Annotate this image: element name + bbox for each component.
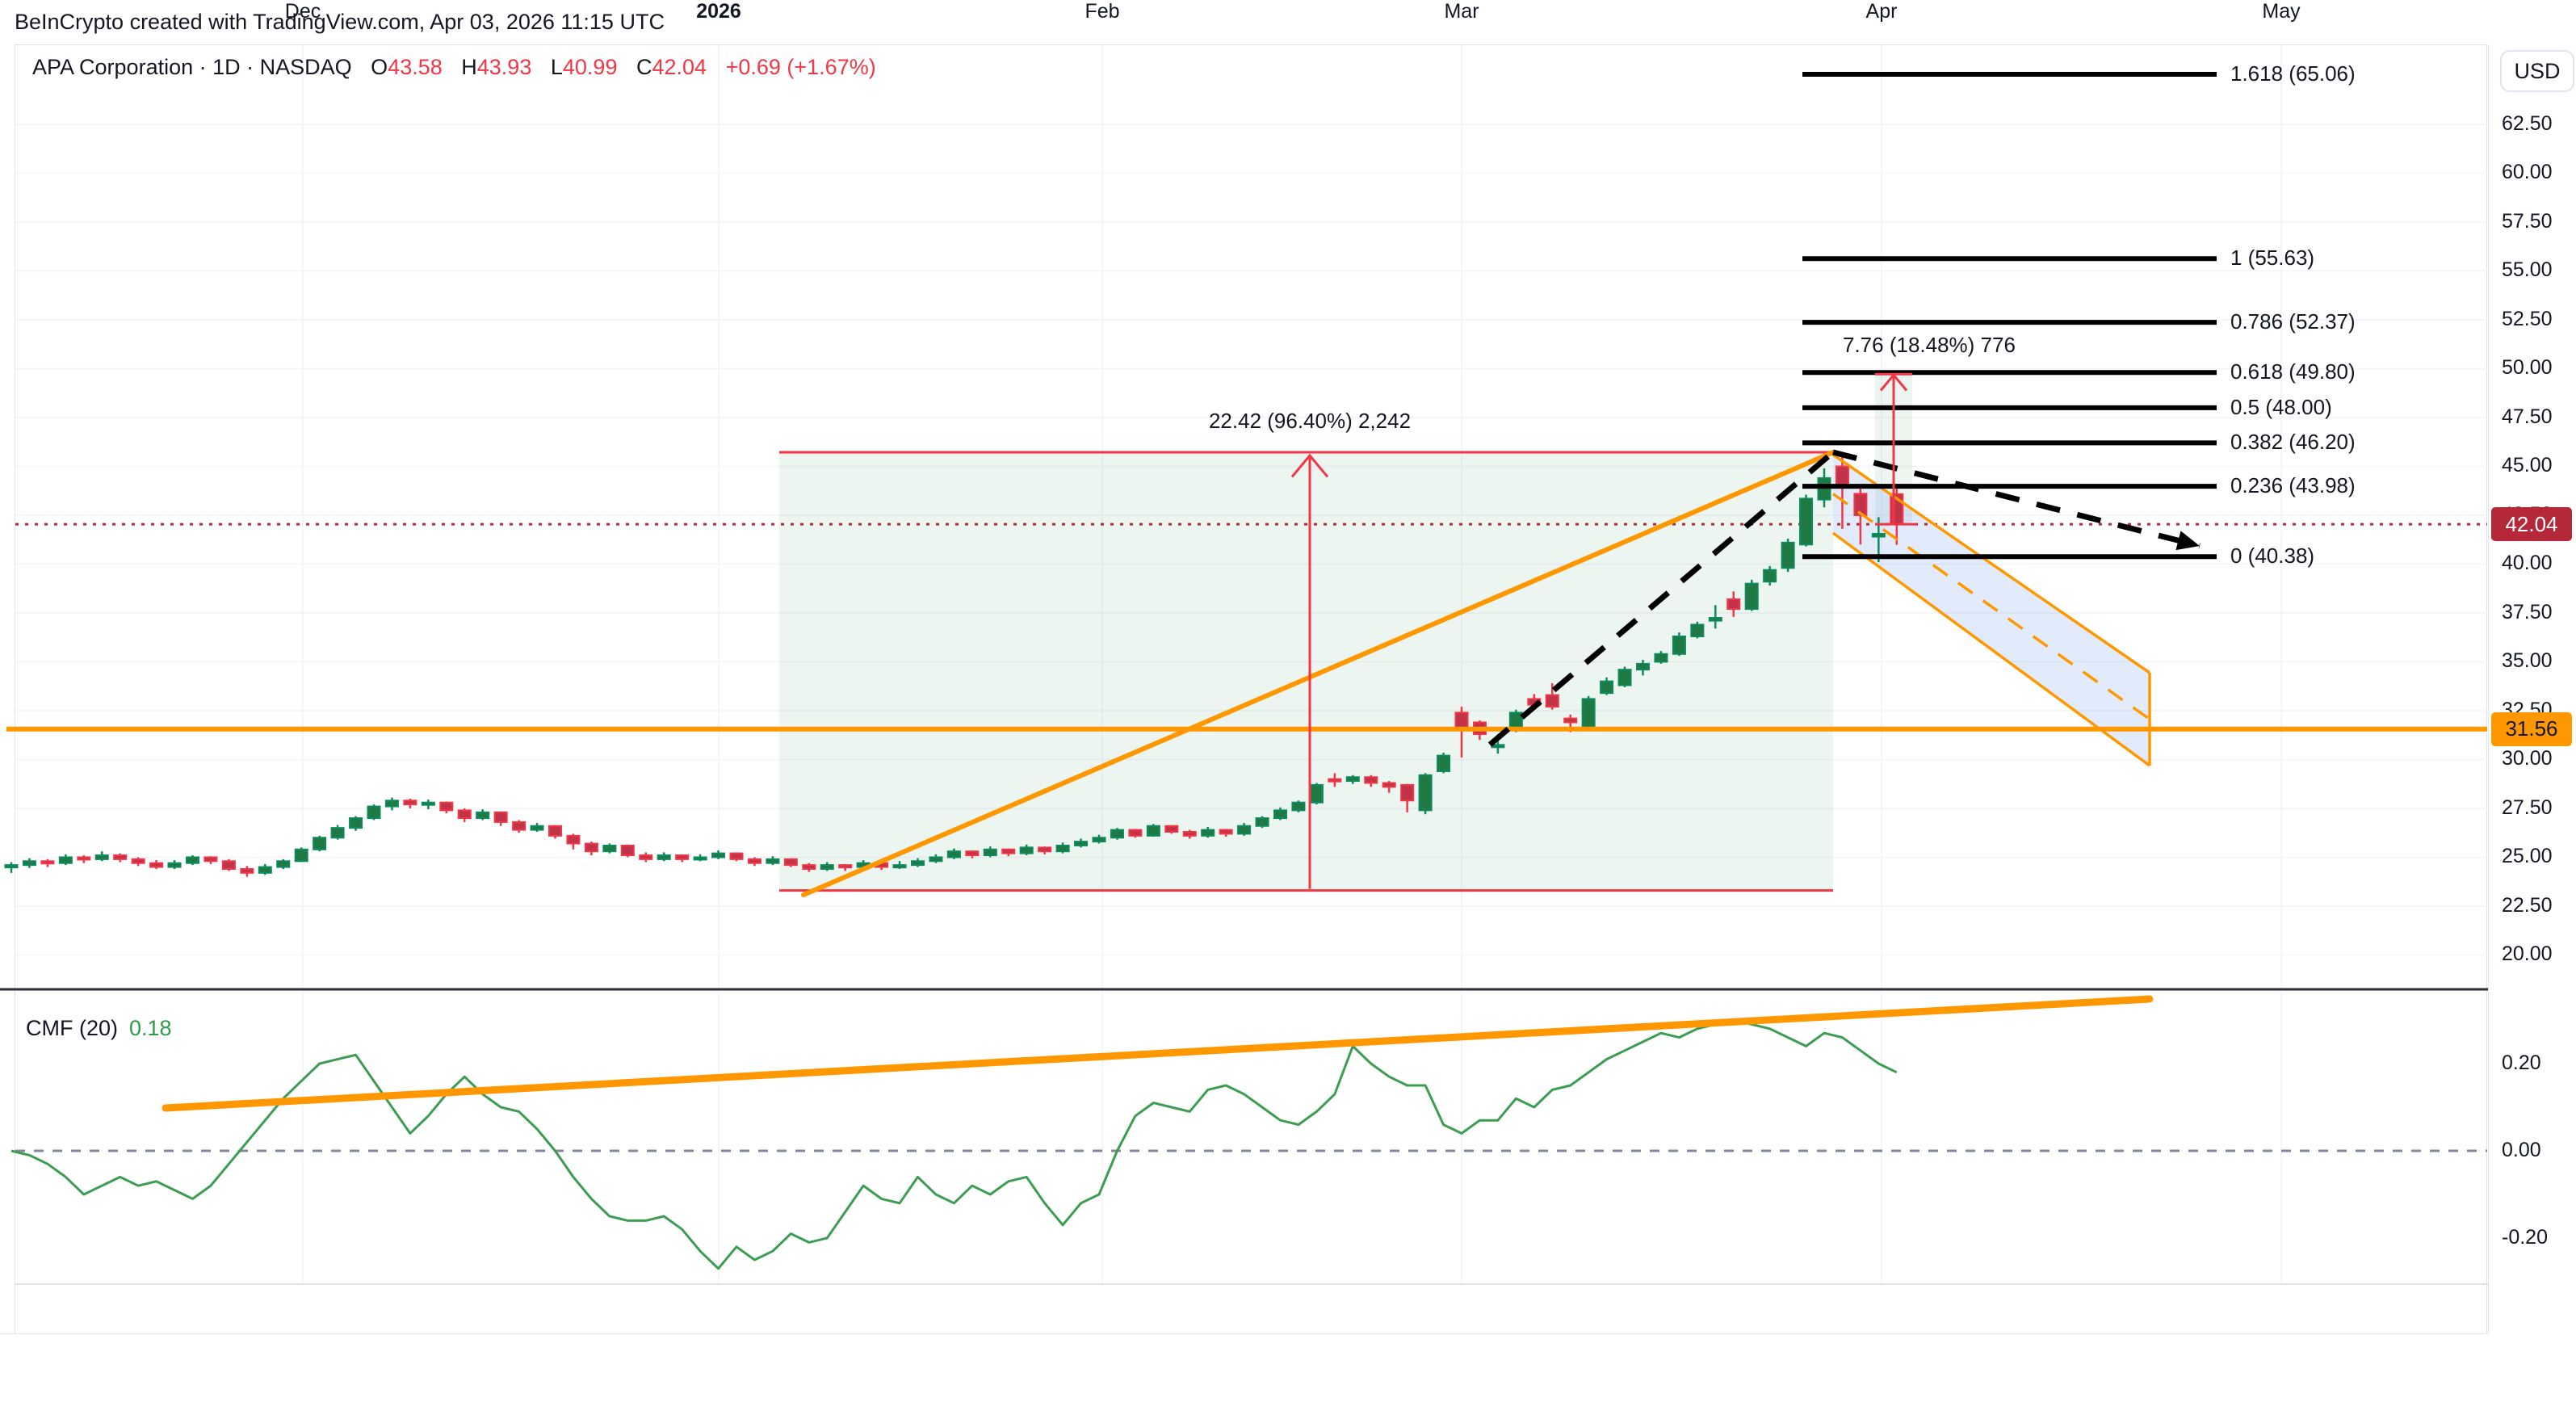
indicator-name: CMF (20) <box>26 1016 118 1040</box>
currency-unit-button[interactable]: USD <box>2500 50 2574 92</box>
last-price-badge: 42.04 <box>2491 507 2572 542</box>
ohlc-high: H43.93 <box>461 55 532 79</box>
symbol-title: APA Corporation · 1D · NASDAQ <box>32 55 352 79</box>
indicator-title[interactable]: CMF (20) 0.18 <box>26 1016 172 1041</box>
ohlc-open: O43.58 <box>371 55 443 79</box>
ohlc-close: C42.04 <box>636 55 707 79</box>
footer: TradingView <box>0 1334 2576 1423</box>
chart-frame <box>15 44 2487 1334</box>
price-axis[interactable] <box>2488 44 2576 1334</box>
change-value: +0.69 (+1.67%) <box>725 55 876 79</box>
hline-price-badge: 31.56 <box>2491 712 2572 746</box>
indicator-value: 0.18 <box>129 1016 172 1040</box>
attribution-text: BeInCrypto created with TradingView.com,… <box>15 10 665 34</box>
symbol-header[interactable]: APA Corporation · 1D · NASDAQ O43.58 H43… <box>32 55 876 80</box>
ohlc-low: L40.99 <box>550 55 618 79</box>
